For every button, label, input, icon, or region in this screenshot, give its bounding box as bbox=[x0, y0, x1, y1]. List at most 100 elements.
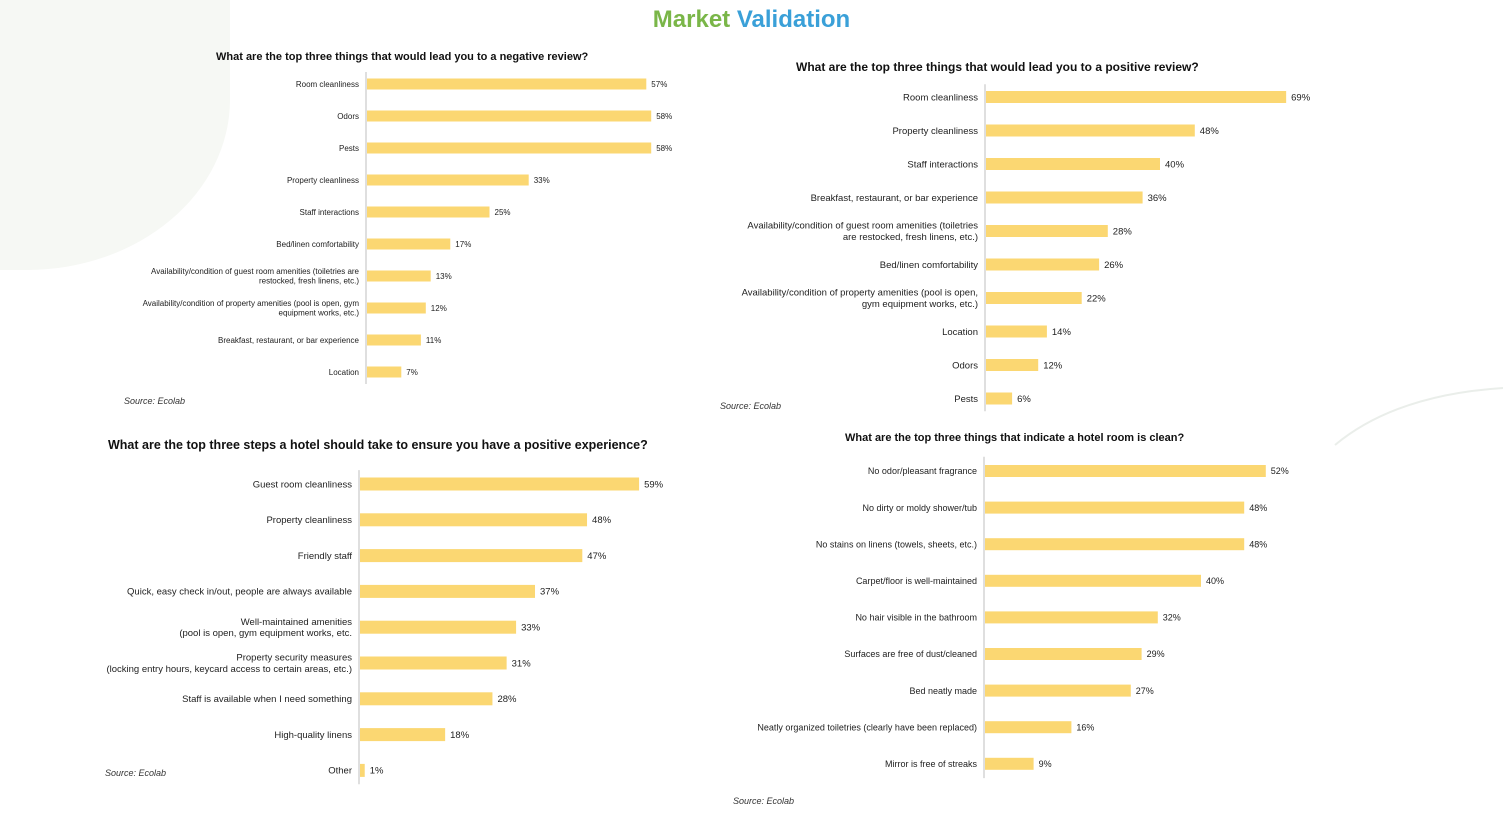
bar bbox=[360, 620, 517, 634]
bar bbox=[985, 501, 1245, 514]
category-label: No dirty or moldy shower/tub bbox=[862, 503, 977, 513]
category-label: Property security measures (locking entry… bbox=[106, 653, 352, 675]
category-label: Mirror is free of streaks bbox=[885, 759, 978, 769]
category-label: Staff interactions bbox=[300, 208, 359, 217]
data-label: 25% bbox=[495, 208, 511, 217]
category-label: Pests bbox=[954, 394, 978, 405]
data-label: 69% bbox=[1291, 92, 1311, 103]
category-label: Guest room cleanliness bbox=[253, 479, 353, 490]
category-label: Availability/condition of guest room ame… bbox=[747, 221, 978, 243]
chart-title-positive-experience: What are the top three steps a hotel sho… bbox=[108, 438, 648, 452]
bar bbox=[985, 648, 1142, 660]
category-label: Staff interactions bbox=[907, 159, 978, 170]
data-label: 17% bbox=[455, 240, 471, 249]
data-label: 1% bbox=[370, 766, 384, 777]
category-label: Property cleanliness bbox=[266, 515, 352, 526]
bar bbox=[986, 325, 1047, 338]
data-label: 12% bbox=[1043, 360, 1063, 371]
category-label: Room cleanliness bbox=[296, 80, 359, 89]
category-label: No hair visible in the bathroom bbox=[855, 613, 977, 623]
data-label: 16% bbox=[1076, 722, 1094, 732]
category-label: Neatly organized toiletries (clearly hav… bbox=[757, 722, 977, 732]
data-label: 33% bbox=[534, 176, 550, 185]
category-label: Quick, easy check in/out, people are alw… bbox=[127, 587, 352, 598]
chart-title-negative-review: What are the top three things that would… bbox=[216, 51, 589, 63]
page-title-word-2: Validation bbox=[736, 6, 851, 33]
bar bbox=[367, 238, 451, 250]
bar bbox=[367, 142, 652, 154]
data-label: 36% bbox=[1148, 193, 1168, 204]
data-label: 12% bbox=[431, 304, 447, 313]
data-label: 26% bbox=[1104, 260, 1124, 271]
category-label: Breakfast, restaurant, or bar experience bbox=[811, 193, 978, 204]
bar bbox=[360, 763, 365, 777]
category-label: Location bbox=[329, 368, 359, 377]
data-label: 9% bbox=[1039, 759, 1052, 769]
bar bbox=[986, 158, 1160, 170]
category-label: Bed/linen comfortability bbox=[880, 260, 978, 271]
data-label: 33% bbox=[521, 623, 541, 634]
chart-title-positive-review: What are the top three things that would… bbox=[796, 60, 1199, 74]
category-label: Pests bbox=[339, 144, 359, 153]
category-label: Odors bbox=[337, 112, 359, 121]
data-label: 52% bbox=[1271, 466, 1289, 476]
data-label: 7% bbox=[406, 368, 418, 377]
bar bbox=[367, 366, 402, 378]
category-label: Property cleanliness bbox=[892, 126, 978, 137]
data-label: 37% bbox=[540, 587, 560, 598]
data-label: 29% bbox=[1147, 649, 1165, 659]
bar bbox=[986, 392, 1013, 405]
category-label: Property cleanliness bbox=[287, 176, 359, 185]
bar bbox=[367, 302, 426, 314]
bar bbox=[360, 477, 640, 491]
chart-source-positive-experience: Source: Ecolab bbox=[105, 768, 167, 778]
bar bbox=[986, 191, 1143, 204]
data-label: 48% bbox=[1249, 503, 1267, 513]
bar bbox=[985, 465, 1266, 477]
chart-title-room-clean: What are the top three things that indic… bbox=[845, 432, 1185, 444]
data-label: 59% bbox=[644, 479, 664, 490]
page-title-word-1: Market bbox=[652, 6, 731, 33]
category-label: Bed/linen comfortability bbox=[276, 240, 359, 249]
chart-source-negative-review: Source: Ecolab bbox=[124, 396, 186, 406]
data-label: 57% bbox=[651, 80, 667, 89]
category-label: Surfaces are free of dust/cleaned bbox=[844, 649, 977, 659]
bar bbox=[986, 292, 1082, 304]
bar bbox=[985, 611, 1158, 624]
data-label: 6% bbox=[1017, 394, 1031, 405]
data-label: 11% bbox=[426, 336, 441, 345]
data-label: 48% bbox=[592, 515, 612, 526]
category-label: Odors bbox=[952, 360, 978, 371]
data-label: 28% bbox=[1113, 226, 1133, 237]
category-label: High-quality linens bbox=[274, 730, 352, 741]
bar bbox=[985, 538, 1245, 551]
category-label: Staff is available when I need something bbox=[182, 694, 352, 705]
data-label: 40% bbox=[1165, 159, 1185, 170]
bar bbox=[986, 91, 1287, 103]
bar bbox=[367, 206, 490, 218]
data-label: 32% bbox=[1163, 613, 1181, 623]
category-label: Room cleanliness bbox=[903, 92, 978, 103]
category-label: Availability/condition of guest room ame… bbox=[151, 267, 360, 286]
bar bbox=[986, 225, 1108, 237]
data-label: 48% bbox=[1249, 539, 1267, 549]
category-label: Carpet/floor is well-maintained bbox=[856, 576, 977, 586]
category-label: No stains on linens (towels, sheets, etc… bbox=[816, 539, 977, 549]
bar bbox=[360, 513, 588, 527]
category-label: Breakfast, restaurant, or bar experience bbox=[218, 336, 360, 345]
bar bbox=[986, 124, 1195, 137]
category-label: Friendly staff bbox=[298, 551, 353, 562]
bar bbox=[367, 270, 431, 282]
category-label: Availability/condition of property ameni… bbox=[143, 299, 360, 318]
bar bbox=[360, 692, 493, 706]
category-label: Availability/condition of property ameni… bbox=[742, 288, 978, 310]
data-label: 27% bbox=[1136, 686, 1154, 696]
bar bbox=[367, 174, 529, 186]
data-label: 13% bbox=[436, 272, 452, 281]
page-title: Market Validation bbox=[0, 6, 1503, 34]
bar bbox=[367, 110, 652, 122]
